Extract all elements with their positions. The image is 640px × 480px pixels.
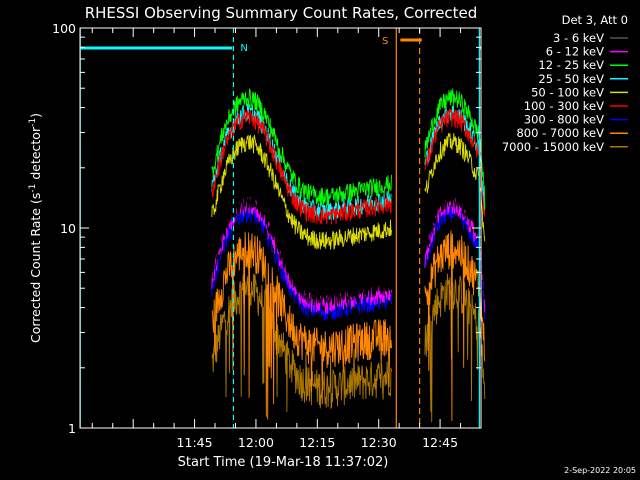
x-tick-label: 12:45: [422, 435, 458, 450]
legend-entry-label: 12 - 25 keV: [538, 58, 604, 72]
x-tick-label: 12:15: [299, 435, 335, 450]
plot-data: [211, 88, 486, 423]
y-tick-label: 1: [68, 421, 76, 436]
x-tick-label: 11:45: [177, 435, 213, 450]
y-label-part-2: detector: [28, 126, 43, 184]
y-label-part-3: ): [28, 113, 43, 118]
plot-flags: NS: [79, 28, 481, 428]
y-label-sup-2: -1: [28, 118, 38, 127]
series-line: [211, 108, 486, 225]
legend-entry-label: 300 - 800 keV: [524, 113, 604, 127]
saa-flag-label: S: [382, 36, 388, 47]
series-line: [211, 230, 486, 421]
series-line: [211, 88, 486, 210]
night-flag-label: N: [240, 43, 247, 54]
y-label-part-1: Corrected Count Rate (s: [28, 193, 43, 343]
y-axis-label: Corrected Count Rate (s-1 detector-1): [28, 113, 43, 343]
y-label-sup-1: -1: [28, 184, 38, 193]
x-tick-label: 12:30: [361, 435, 397, 450]
legend-entry-label: 25 - 50 keV: [538, 72, 604, 86]
series-line: [211, 189, 486, 307]
legend-entry-label: 3 - 6 keV: [553, 31, 604, 45]
x-axis: 11:45 12:00 12:15 12:30 12:45: [91, 28, 482, 450]
series-line: [211, 273, 486, 423]
chart-title: RHESSI Observing Summary Count Rates, Co…: [85, 4, 478, 22]
x-axis-label: Start Time (19-Mar-18 11:37:02): [178, 455, 389, 470]
legend-entry-label: 50 - 100 keV: [531, 85, 604, 99]
y-axis: 1 10 100: [52, 21, 481, 436]
x-tick-label: 12:00: [238, 435, 274, 450]
legend-entry-label: 100 - 300 keV: [524, 99, 604, 113]
legend-title: Det 3, Att 0: [562, 13, 628, 27]
legend-entry-label: 800 - 7000 keV: [516, 126, 604, 140]
legend-entry-label: 7000 - 15000 keV: [502, 140, 604, 154]
series-line: [211, 132, 486, 251]
plot-frame: [79, 27, 482, 429]
y-tick-label: 10: [60, 221, 76, 236]
legend-entry-label: 6 - 12 keV: [546, 45, 604, 59]
footer-date: 2-Sep-2022 20:05: [564, 466, 636, 475]
y-tick-label: 100: [52, 21, 76, 36]
